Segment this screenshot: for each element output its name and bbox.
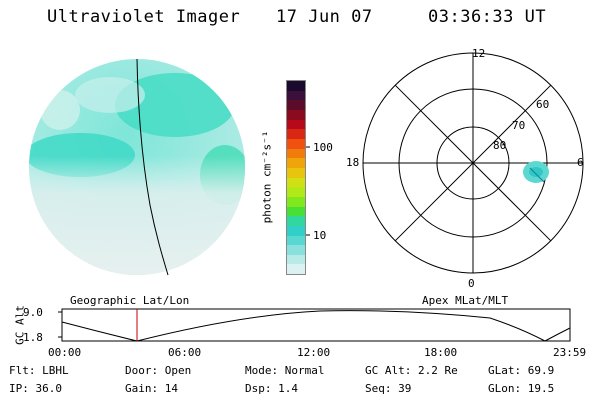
- mode-info: Mode: Normal: [245, 364, 325, 377]
- time-tick-0000: 00:00: [48, 346, 82, 359]
- terminator-line: [136, 58, 169, 276]
- geographic-label: Geographic Lat/Lon: [70, 294, 190, 307]
- colorbar-segment: [287, 187, 305, 197]
- colorbar-segment: [287, 235, 305, 246]
- colorbar-segment: [287, 90, 305, 101]
- color-bar: [286, 80, 306, 275]
- colorbar-segment: [287, 138, 305, 149]
- ip-info: IP: 36.0: [9, 382, 62, 395]
- colorbar-segment: [287, 167, 305, 178]
- mlat-label-60: 60: [536, 98, 550, 111]
- door-info: Door: Open: [125, 364, 192, 377]
- image-date: 17 Jun 07: [276, 7, 373, 27]
- alt-tick-1-8: 1.8: [23, 331, 43, 344]
- mlat-label-80: 80: [493, 139, 507, 152]
- colorbar-segment: [287, 109, 305, 120]
- time-tick-2359: 23:59: [553, 346, 587, 359]
- gain-info: Gain: 14: [125, 382, 178, 395]
- image-time: 03:36:33 UT: [428, 7, 547, 27]
- colorbar-tick-10: 10: [313, 229, 327, 242]
- colorbar-segment: [287, 196, 305, 207]
- mlt-label-12: 12: [472, 47, 486, 60]
- mlat-label-70: 70: [512, 119, 526, 132]
- glat-info: GLat: 69.9: [488, 364, 555, 377]
- colorbar-segment: [287, 254, 305, 265]
- filter-info: Flt: LBHL: [9, 364, 69, 377]
- colorbar-segment: [287, 158, 305, 168]
- colorbar-tick-100: 100: [313, 141, 333, 154]
- alt-tick-9: 9.0: [23, 306, 43, 319]
- colorbar-segment: [287, 225, 305, 236]
- mlt-label-6: 6: [577, 156, 584, 169]
- time-tick-0600: 06:00: [168, 346, 202, 359]
- gc-alt-info: GC Alt: 2.2 Re: [365, 364, 458, 377]
- instrument-title: Ultraviolet Imager: [47, 7, 241, 27]
- colorbar-segment: [287, 206, 305, 217]
- mlt-label-0: 0: [468, 277, 475, 290]
- colorbar-segment: [287, 245, 305, 255]
- glon-info: GLon: 19.5: [488, 382, 555, 395]
- colorbar-segment: [287, 264, 305, 275]
- colorbar-segment: [287, 100, 305, 110]
- colorbar-segment: [287, 81, 305, 91]
- mlt-label-18: 18: [346, 156, 360, 169]
- apex-label: Apex MLat/MLT: [422, 294, 509, 307]
- seq-info: Seq: 39: [365, 382, 412, 395]
- time-tick-1800: 18:00: [424, 346, 458, 359]
- colorbar-segment: [287, 216, 305, 226]
- colorbar-segment: [287, 177, 305, 188]
- time-tick-1200: 12:00: [297, 346, 331, 359]
- colorbar-segment: [287, 129, 305, 139]
- dsp-info: Dsp: 1.4: [245, 382, 298, 395]
- colorbar-segment: [287, 119, 305, 130]
- colorbar-segment: [287, 148, 305, 159]
